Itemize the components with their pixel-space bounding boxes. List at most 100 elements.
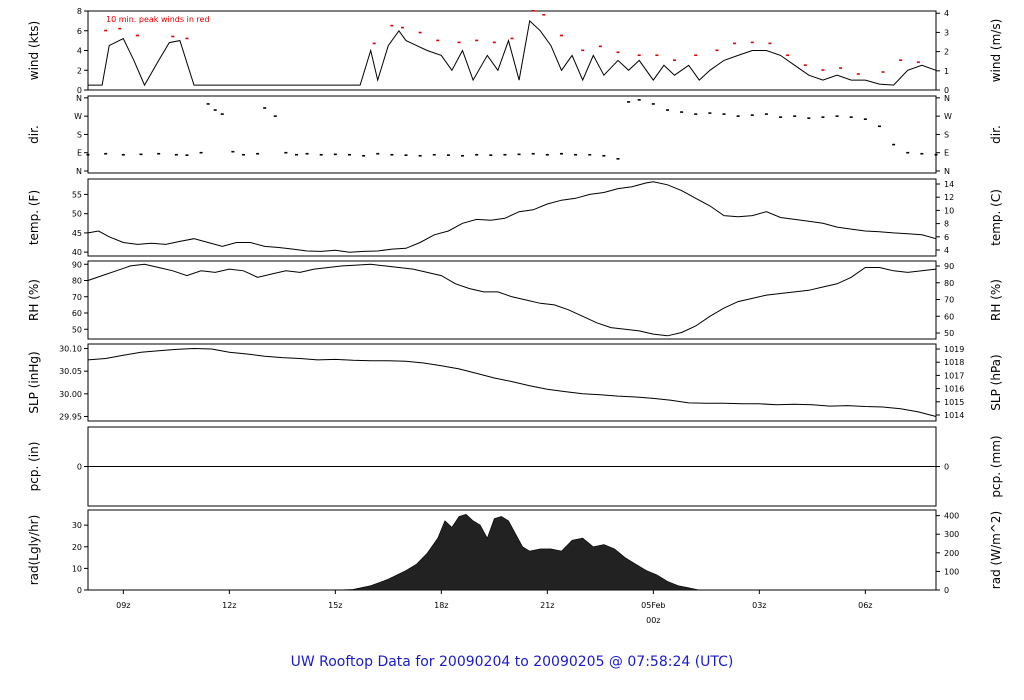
temp-ytick-label-right: 10 [944,206,954,215]
rh-ytick-label-right: 70 [944,296,954,305]
dir-point [139,153,143,156]
dir-point [835,115,839,117]
temp-ylabel-left: temp. (F) [27,190,41,245]
wind-peak-marker [457,41,461,44]
dir-point [637,99,641,101]
wind-peak-marker [104,29,108,32]
wind-ylabel-right: wind (m/s) [989,19,1003,83]
dir-point [708,112,712,114]
pcp-ylabel-right: pcp. (mm) [989,435,1003,497]
dir-point [807,117,811,119]
dir-point [489,154,493,156]
wind-peak-marker [531,10,535,12]
dir-ytick-label-right: E [944,149,949,158]
dir-point [517,153,521,156]
wind-peak-marker [559,34,563,37]
wind-peak-marker [372,42,376,45]
dir-ytick-label-left: E [77,149,82,158]
dir-point [231,150,235,153]
wind-ylabel-left: wind (kts) [27,21,41,80]
dir-point [185,154,189,156]
rh-ytick-label-right: 90 [944,262,954,271]
dir-point [736,115,740,117]
slp-ytick-label-left: 30.05 [59,367,82,376]
rad-ytick-label-left: 20 [72,543,82,552]
slp-ytick-label-right: 1018 [944,358,964,367]
wind-peak-marker [786,54,790,57]
x-tick-label-sub: 00z [646,616,660,625]
dir-point [347,153,351,156]
temp-ytick-label-left: 40 [72,248,82,257]
dir-point [616,158,620,160]
x-tick-label: 18z [434,601,448,610]
rh-ytick-label-left: 70 [72,293,82,302]
wind-peak-marker [655,54,659,57]
wind-peak-marker [598,45,602,48]
temp-ytick-label-right: 12 [944,193,954,202]
dir-ytick-label-left: W [74,112,82,121]
x-tick-label: 06z [858,601,872,610]
rad-ytick-label-left: 10 [72,564,82,573]
temp-ylabel-right: temp. (C) [989,189,1003,246]
wind-peak-marker [135,34,139,37]
dir-point [545,153,549,156]
slp-ylabel-left: SLP (inHg) [27,351,41,413]
slp-ytick-label-left: 30.00 [59,390,82,399]
dir-point [362,154,366,157]
wind-peak-marker [171,35,175,38]
x-tick-label: 21z [540,601,554,610]
temp-ytick-label-left: 45 [72,229,82,238]
wind-series-line [88,19,937,87]
rh-ytick-label-left: 60 [72,309,82,318]
pcp-ytick-label-right: 0 [944,463,949,472]
dir-point [241,153,245,156]
dir-point [206,103,210,105]
wind-peak-marker [803,64,807,66]
wind-peak-marker [510,37,514,40]
temp-panel-frame [87,178,937,257]
rh-ytick-label-left: 50 [72,325,82,334]
dir-point [86,153,90,156]
wind-ytick-label-left: 8 [77,7,82,16]
dir-point [294,153,298,156]
dir-point [432,153,436,156]
dir-ytick-label-left: S [77,130,82,139]
dir-point [602,154,606,157]
x-tick-label: 15z [328,601,342,610]
dir-ytick-label-right: W [944,112,952,121]
temp-ytick-label-right: 14 [944,180,954,189]
wind-peak-marker [839,67,843,69]
wind-ytick-label-right: 3 [944,28,949,37]
rh-ytick-label-right: 60 [944,312,954,321]
dir-point [503,153,507,156]
dir-point [418,154,422,157]
temp-ytick-label-right: 4 [944,246,949,255]
dir-point [446,154,450,156]
dir-point [213,109,217,111]
wind-panel-frame [87,10,937,91]
temp-series-line [87,181,937,253]
rad-area-series [88,513,936,591]
temp-ytick-label-left: 55 [72,190,82,199]
wind-peak-marker [581,49,585,52]
wind-ytick-label-left: 6 [77,27,82,36]
dir-point [892,143,896,146]
slp-ytick-label-right: 1016 [944,385,964,394]
rh-ytick-label-right: 50 [944,329,954,338]
dir-point [588,153,592,156]
dir-point [256,152,260,155]
dir-point [319,153,323,156]
dir-point [199,151,203,154]
dir-point [559,152,563,155]
slp-series-line [87,347,937,417]
rh-ylabel-right: RH (%) [989,279,1003,321]
wind-peak-marker [418,31,422,34]
dir-point [475,153,479,156]
rh-ytick-label-left: 90 [72,260,82,269]
wind-ytick-label-right: 0 [944,86,949,95]
slp-ytick-label-right: 1015 [944,398,964,407]
dir-point [263,107,267,109]
dir-point [764,113,768,115]
dir-point [651,103,655,105]
